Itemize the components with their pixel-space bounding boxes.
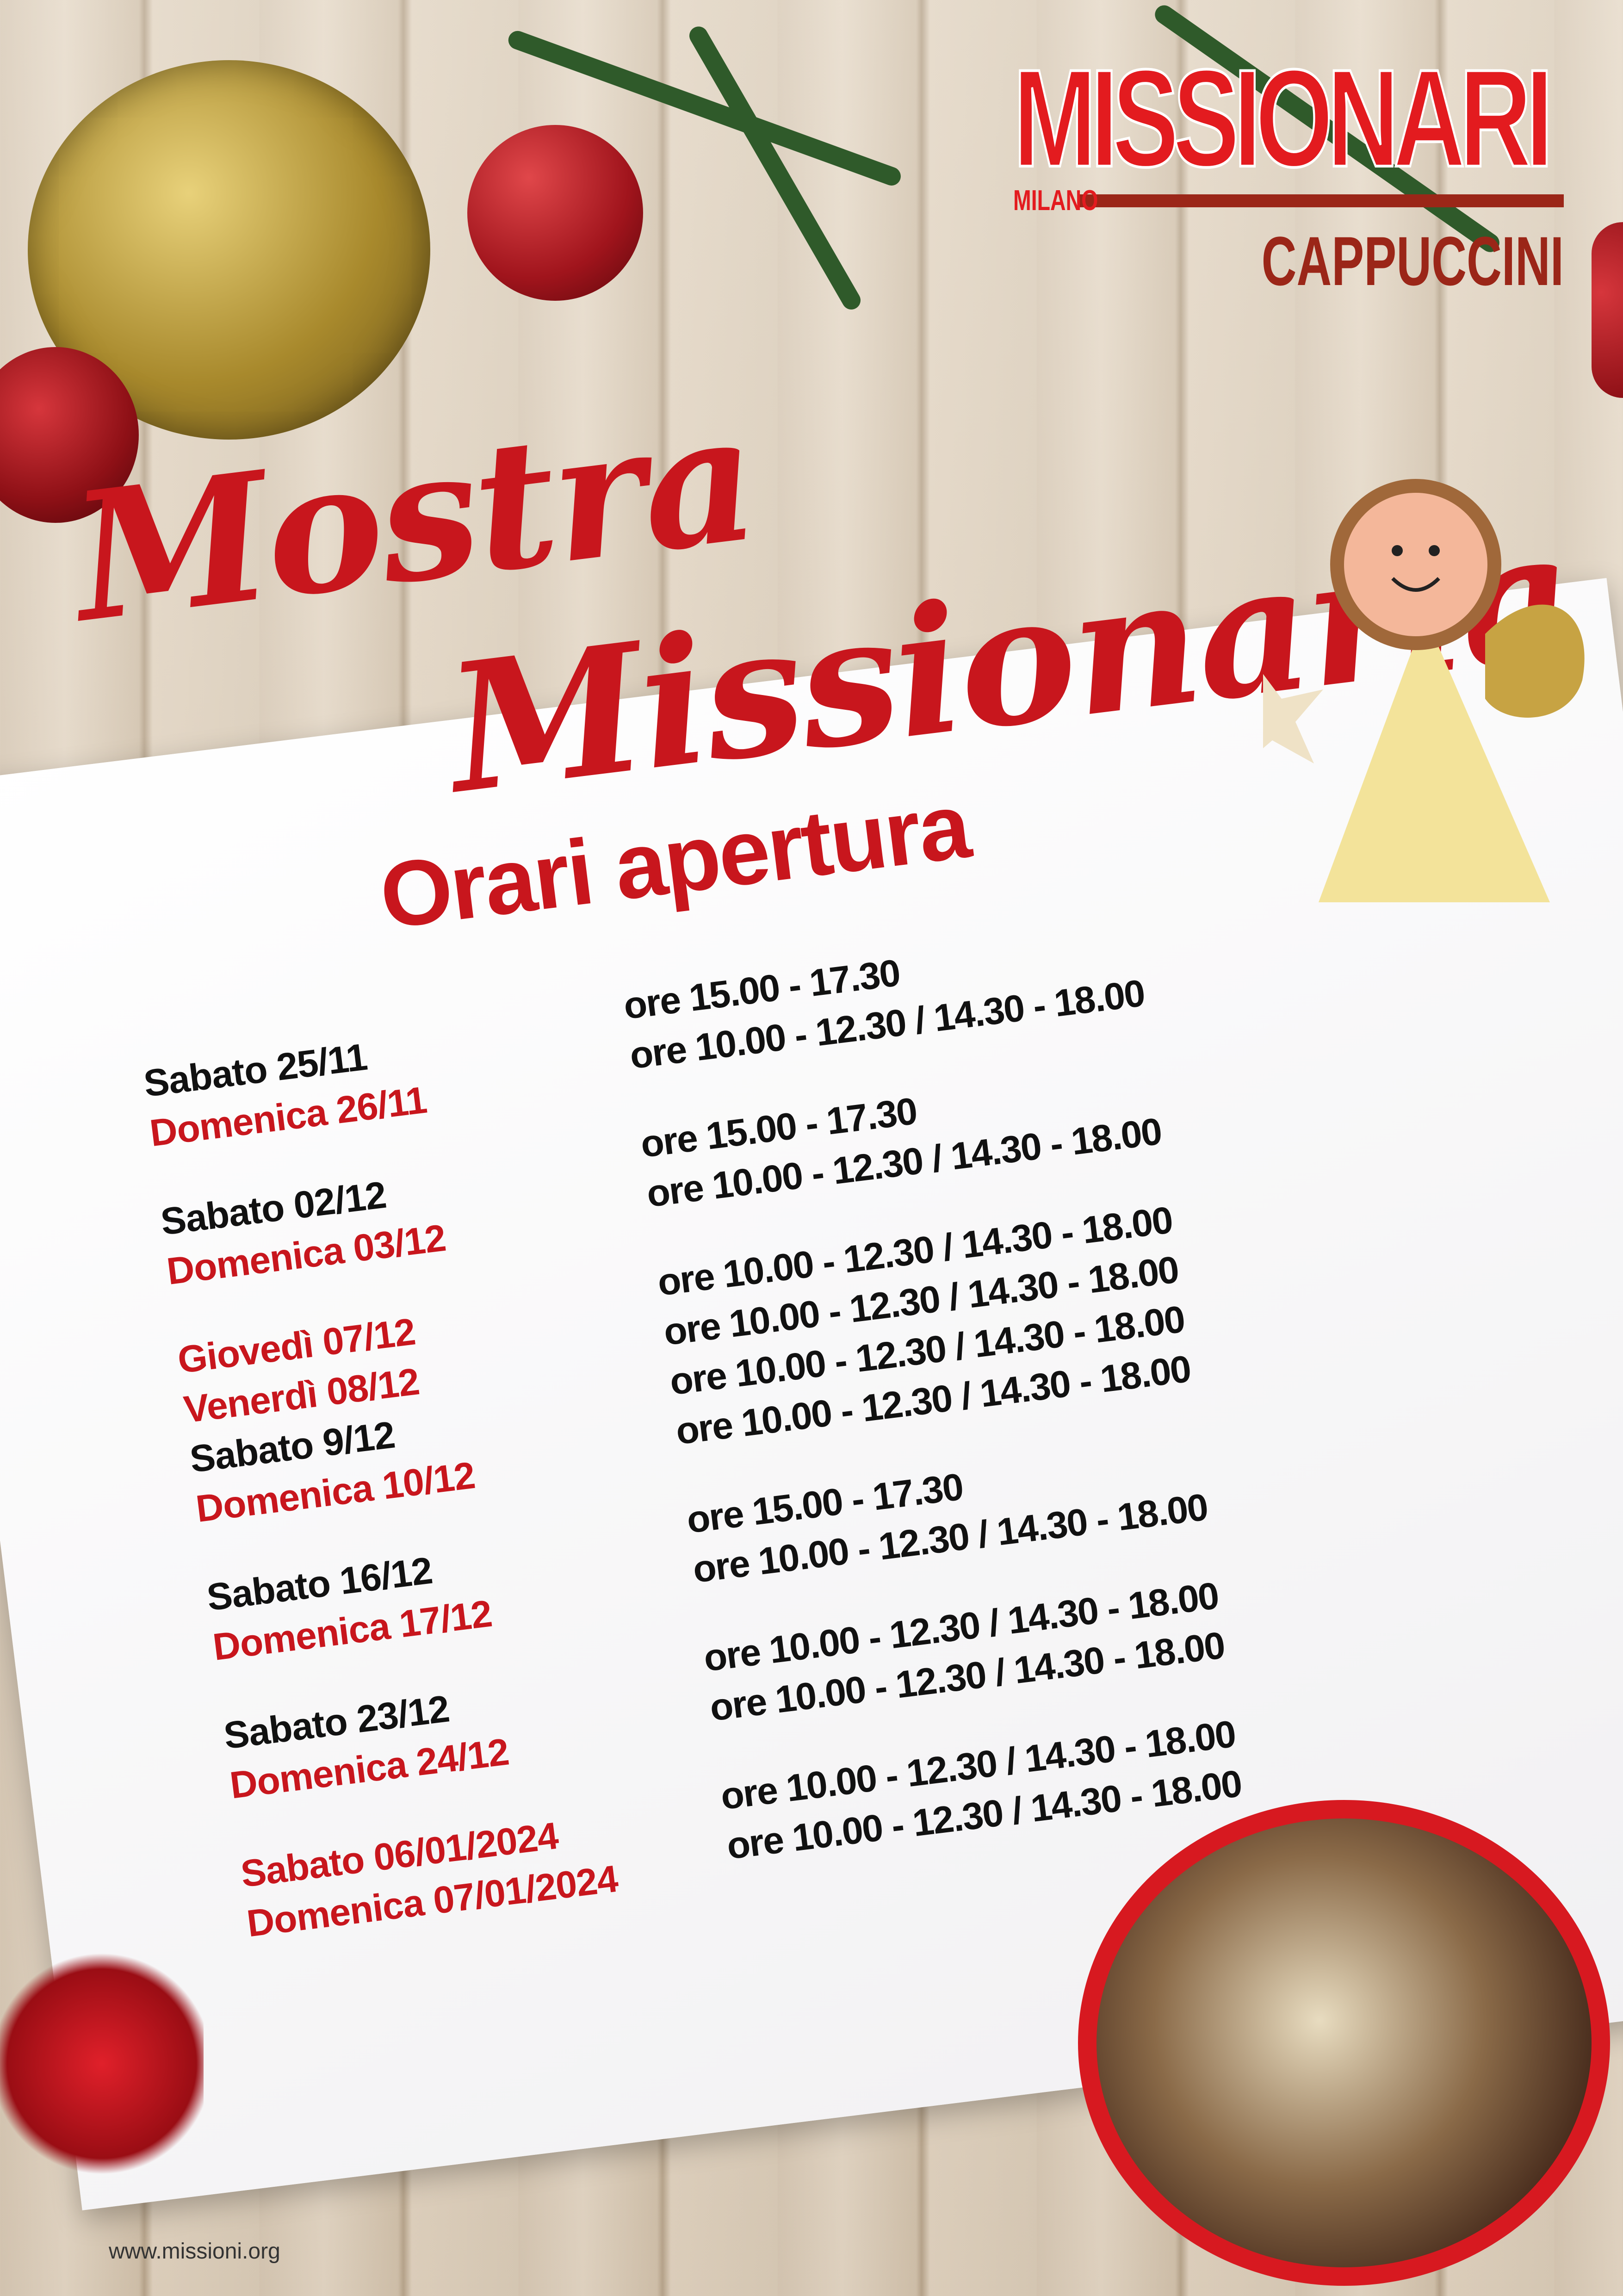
red-ornament [467,125,643,301]
logo: MISSIONARI MILANO CAPPUCCINI [1012,40,1564,300]
angel-ornament [1263,479,1585,902]
logo-main: MISSIONARI [1012,40,1555,196]
red-ornament [0,347,139,523]
logo-sub: CAPPUCCINI [1261,222,1564,300]
red-ornament [1592,222,1623,398]
nativity-image [1078,1800,1610,2286]
logo-milano: MILANO [1013,185,1098,217]
website-link[interactable]: www.missioni.org [109,2239,280,2264]
logo-divider [1080,194,1564,207]
red-bow [0,1943,204,2184]
